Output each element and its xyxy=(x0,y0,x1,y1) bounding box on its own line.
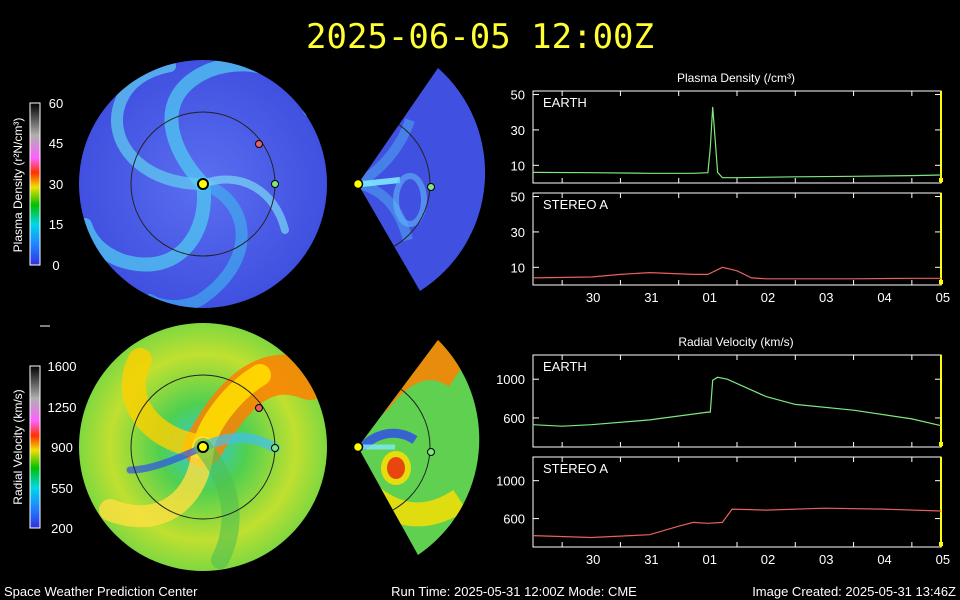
sun-marker xyxy=(197,441,209,453)
y-tick-label: 50 xyxy=(511,190,525,205)
density-meridional-map xyxy=(352,68,486,291)
y-tick-label: 10 xyxy=(511,158,525,173)
density-colorbar: Plasma Density (r²N/cm³) 60 45 30 15 0 xyxy=(11,96,63,273)
x-tick-label: 30 xyxy=(586,552,600,567)
velocity-colorbar-tick: 900 xyxy=(51,440,73,455)
figure-title: 2025-06-05 12:00Z xyxy=(306,17,654,57)
y-tick-label: 30 xyxy=(511,123,525,138)
y-tick-label: 1000 xyxy=(496,474,525,489)
x-tick-label: 30 xyxy=(586,290,600,305)
earth-marker xyxy=(271,444,279,452)
velocity-colorbar-label: Radial Velocity (km/s) xyxy=(11,389,25,504)
panel-label: STEREO A xyxy=(543,461,608,476)
x-tick-label: 02 xyxy=(761,290,775,305)
series-line xyxy=(532,507,942,539)
x-tick-label: 03 xyxy=(819,290,833,305)
stereo-a-marker xyxy=(255,404,263,412)
density-colorbar-tick: 30 xyxy=(49,177,63,192)
velocity-colorbar: Radial Velocity (km/s) 1600 1250 900 550… xyxy=(11,359,76,536)
chart-panel-frame xyxy=(532,354,942,448)
sun-marker xyxy=(352,178,364,190)
x-tick-label: 03 xyxy=(819,552,833,567)
footer-run-info: Run Time: 2025-05-31 12:00Z Mode: CME xyxy=(391,584,637,599)
time-series-panels: EARTH 50 30 10 STEREO A 50 30 10 30 31 01 02 03 04 05 E… xyxy=(496,88,950,567)
stereo-a-marker xyxy=(255,140,263,148)
earth-marker xyxy=(427,183,435,191)
y-tick-label: 10 xyxy=(511,260,525,275)
panel-label: EARTH xyxy=(543,359,587,374)
panel-label: STEREO A xyxy=(543,197,608,212)
x-tick-label: 05 xyxy=(936,290,950,305)
current-time-marker-dot xyxy=(939,280,943,284)
x-tick-label: 31 xyxy=(644,552,658,567)
density-colorbar-tick: 0 xyxy=(52,258,59,273)
y-tick-label: 50 xyxy=(511,88,525,103)
velocity-ecliptic-map xyxy=(79,323,327,571)
earth-marker xyxy=(427,448,435,456)
x-tick-label: 05 xyxy=(936,552,950,567)
x-tick-label: 01 xyxy=(702,290,716,305)
series-line xyxy=(532,266,941,280)
velocity-chart-title: Radial Velocity (km/s) xyxy=(678,335,793,349)
x-tick-label: 31 xyxy=(644,290,658,305)
panel-label: EARTH xyxy=(543,95,587,110)
series-line xyxy=(532,106,942,179)
x-tick-label: 01 xyxy=(702,552,716,567)
velocity-colorbar-tick: 1250 xyxy=(48,400,77,415)
y-tick-label: 1000 xyxy=(496,372,525,387)
density-colorbar-tick: 45 xyxy=(49,136,63,151)
x-tick-label: 02 xyxy=(761,552,775,567)
density-chart-title: Plasma Density (/cm³) xyxy=(677,71,795,85)
x-tick-label: 04 xyxy=(877,290,891,305)
current-time-marker-dot xyxy=(939,542,943,546)
density-colorbar-tick: 60 xyxy=(49,96,63,111)
x-tick-label: 04 xyxy=(877,552,891,567)
earth-marker xyxy=(271,180,279,188)
current-time-marker-dot xyxy=(939,178,943,182)
current-time-marker-dot xyxy=(939,442,943,446)
velocity-colorbar-tick: 550 xyxy=(51,481,73,496)
series-line xyxy=(532,376,942,427)
density-colorbar-tick: 15 xyxy=(49,217,63,232)
density-ecliptic-map xyxy=(79,60,327,308)
velocity-colorbar-tick: 1600 xyxy=(48,359,77,374)
y-tick-label: 600 xyxy=(503,411,525,426)
y-tick-label: 30 xyxy=(511,225,525,240)
sun-marker xyxy=(352,441,364,453)
footer-organization: Space Weather Prediction Center xyxy=(4,584,198,599)
sun-marker xyxy=(197,178,209,190)
chart-panel-frame xyxy=(532,90,942,184)
velocity-colorbar-tick: 200 xyxy=(51,521,73,536)
y-tick-label: 600 xyxy=(503,512,525,527)
density-colorbar-label: Plasma Density (r²N/cm³) xyxy=(11,118,25,253)
footer-image-created: Image Created: 2025-05-31 13:46Z xyxy=(752,584,956,599)
